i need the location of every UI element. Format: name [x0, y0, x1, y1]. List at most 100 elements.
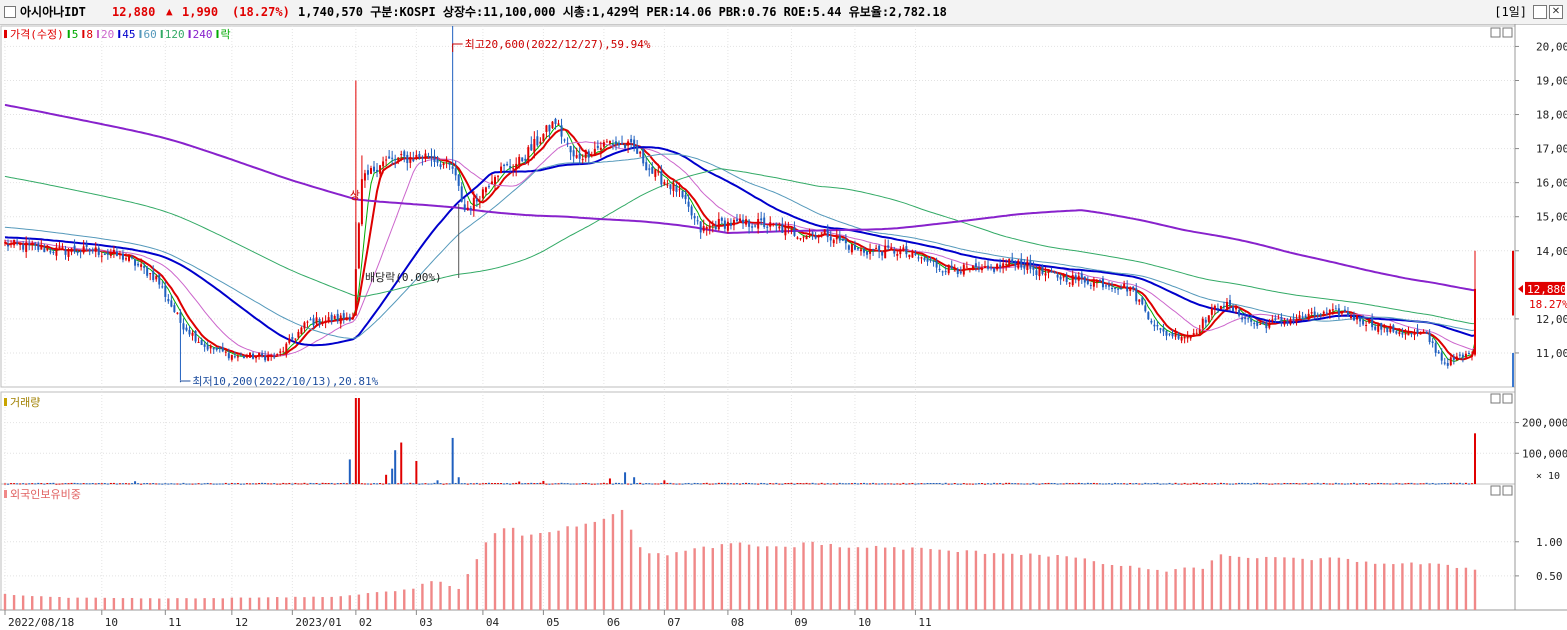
- foreign-ratio-bar: [185, 598, 188, 610]
- volume-bar: [893, 483, 896, 485]
- candle: [1162, 323, 1165, 337]
- volume-bar: [593, 483, 596, 485]
- volume-bar: [723, 482, 726, 484]
- candle: [1458, 351, 1461, 360]
- candle: [1277, 314, 1280, 320]
- candle: [137, 261, 140, 268]
- candle: [124, 253, 127, 262]
- volume-bar: [856, 483, 859, 485]
- candle: [687, 194, 690, 213]
- volume-bar: [884, 483, 887, 485]
- volume-bar: [194, 483, 197, 485]
- volume-bar: [297, 483, 300, 485]
- candle: [530, 136, 533, 151]
- panel-maximize-button[interactable]: [1490, 393, 1501, 404]
- panel-close-button[interactable]: [1502, 393, 1513, 404]
- volume-bar: [1053, 483, 1056, 485]
- foreign-ratio-bar: [1292, 557, 1295, 610]
- candle: [660, 164, 663, 188]
- volume-bar: [1304, 482, 1307, 484]
- candle: [282, 346, 285, 353]
- volume-bar: [911, 482, 914, 484]
- foreign-ratio-bar: [502, 528, 506, 610]
- candle: [469, 205, 472, 215]
- candle: [360, 155, 363, 227]
- price-tick-label: 16,000: [1536, 177, 1567, 190]
- volume-bar: [324, 483, 327, 485]
- volume-bar: [1017, 483, 1020, 485]
- volume-bar: [926, 483, 929, 485]
- candle: [88, 247, 91, 256]
- candle: [1150, 318, 1153, 325]
- candle: [1135, 283, 1138, 305]
- candle: [1198, 324, 1201, 336]
- volume-bar: [1204, 482, 1207, 484]
- candle: [185, 324, 188, 332]
- volume-bar: [990, 483, 993, 485]
- foreign-ratio-bar: [484, 542, 488, 610]
- change-rate: (18.27%): [232, 5, 290, 19]
- candle: [433, 149, 436, 167]
- candle: [1192, 328, 1195, 337]
- candle: [751, 223, 754, 233]
- candle: [745, 215, 748, 227]
- candle: [717, 212, 720, 232]
- volume-bar: [131, 483, 134, 485]
- foreign-ratio-bar: [1346, 558, 1350, 610]
- volume-bar: [826, 483, 829, 485]
- candle: [1229, 294, 1231, 311]
- volume-bar: [1035, 483, 1038, 485]
- volume-bar: [224, 482, 227, 484]
- volume-bar: [454, 482, 457, 484]
- candle: [490, 174, 493, 185]
- window-menu-icon[interactable]: [4, 6, 16, 18]
- candle: [1011, 252, 1014, 265]
- foreign-ratio-bar: [31, 596, 34, 610]
- foreign-ratio-bar: [1446, 564, 1449, 610]
- foreign-ratio-bar: [1364, 561, 1368, 610]
- current-price-label: 12,880: [1527, 283, 1567, 296]
- candle: [977, 261, 980, 273]
- panel-maximize-button[interactable]: [1490, 27, 1501, 38]
- volume-bar: [218, 483, 221, 485]
- volume-bar: [599, 483, 602, 485]
- volume-bar: [941, 483, 944, 485]
- volume-bar: [1101, 483, 1104, 485]
- candle: [1356, 314, 1359, 325]
- candle: [838, 230, 841, 244]
- legend-item-240: 240: [193, 28, 213, 41]
- foreign-ratio-bar: [148, 598, 152, 610]
- legend-item-5: 5: [72, 28, 79, 41]
- foreign-ratio-bar: [947, 550, 950, 610]
- volume-bar: [869, 483, 872, 485]
- volume-bar: [660, 482, 663, 484]
- volume-bar: [817, 483, 820, 485]
- candle: [817, 234, 820, 244]
- panel-close-button[interactable]: [1502, 485, 1513, 496]
- candle: [1059, 273, 1062, 285]
- volume-bar: [1005, 482, 1008, 484]
- period-selector[interactable]: [1일]: [1494, 5, 1527, 19]
- volume-bar: [739, 483, 741, 485]
- panel-close-button[interactable]: [1502, 27, 1513, 38]
- candle: [1129, 286, 1132, 296]
- candle: [149, 273, 152, 281]
- volume-bar: [1020, 483, 1023, 485]
- foreign-ratio-bar: [548, 532, 551, 610]
- panel-buttons[interactable]: [1490, 27, 1513, 496]
- volume-bar: [847, 483, 850, 485]
- panel-maximize-button[interactable]: [1490, 485, 1501, 496]
- volume-bar: [1428, 483, 1431, 485]
- volume-bar: [475, 482, 478, 484]
- volume-bar: [1138, 483, 1141, 485]
- candle: [288, 334, 291, 345]
- volume-bar: [478, 483, 481, 485]
- close-button[interactable]: ✕: [1549, 5, 1563, 19]
- volume-bar: [369, 483, 372, 485]
- volume-bar: [167, 483, 170, 485]
- volume-bar: [55, 483, 58, 485]
- candle: [309, 317, 312, 321]
- candle: [463, 197, 466, 213]
- volume-bar: [775, 482, 778, 484]
- restore-button[interactable]: [1533, 5, 1547, 19]
